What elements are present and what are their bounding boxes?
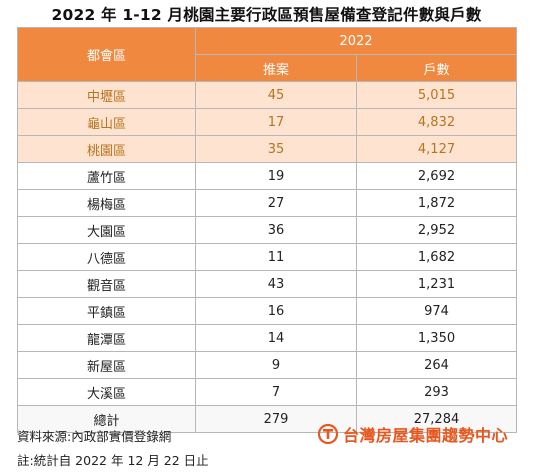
- units-header: 戶數: [356, 54, 517, 82]
- statistics-table: 都會區 2022 推案 戶數 中壢區 45 5,015 龜山區 17 4,832 桃園區 35…: [17, 27, 517, 433]
- page-title: 2022 年 1-12 月桃園主要行政區預售屋備查登記件數與戶數: [51, 6, 482, 24]
- units-cell: 264: [356, 351, 517, 379]
- units-cell: 1,872: [356, 189, 517, 217]
- brand-mark: 台灣房屋集團趨勢中心: [318, 422, 508, 446]
- table-row: 楊梅區 27 1,872: [17, 189, 517, 217]
- cases-cell: 9: [195, 351, 357, 379]
- district-cell: 龜山區: [17, 108, 196, 136]
- table-row: 大溪區 7 293: [17, 378, 517, 406]
- cases-cell: 27: [195, 189, 357, 217]
- table-row: 八德區 11 1,682: [17, 243, 517, 271]
- cases-cell: 7: [195, 378, 357, 406]
- units-cell: 2,692: [356, 162, 517, 190]
- cases-header: 推案: [195, 54, 357, 82]
- total-label-cell: 總計: [17, 405, 196, 433]
- district-cell: 龍潭區: [17, 324, 196, 352]
- cases-cell: 45: [195, 81, 357, 109]
- table-body: 中壢區 45 5,015 龜山區 17 4,832 桃園區 35 4,127 蘆竹區 19 2,692…: [17, 81, 517, 433]
- district-cell: 桃園區: [17, 135, 196, 163]
- district-cell: 中壢區: [17, 81, 196, 109]
- units-cell: 4,832: [356, 108, 517, 136]
- table-row: 大園區 36 2,952: [17, 216, 517, 244]
- table-row: 觀音區 43 1,231: [17, 270, 517, 298]
- district-cell: 蘆竹區: [17, 162, 196, 190]
- units-cell: 1,682: [356, 243, 517, 271]
- district-header: 都會區: [17, 27, 196, 82]
- table-row: 桃園區 35 4,127: [17, 135, 517, 163]
- district-cell: 楊梅區: [17, 189, 196, 217]
- table-row: 龍潭區 14 1,350: [17, 324, 517, 352]
- units-cell: 974: [356, 297, 517, 325]
- statistics-note: 註:統計自 2022 年 12 月 22 日止: [17, 453, 209, 468]
- units-cell: 5,015: [356, 81, 517, 109]
- units-cell: 4,127: [356, 135, 517, 163]
- year-header: 2022: [195, 27, 517, 55]
- cases-cell: 11: [195, 243, 357, 271]
- units-cell: 293: [356, 378, 517, 406]
- table-row: 平鎮區 16 974: [17, 297, 517, 325]
- cases-cell: 16: [195, 297, 357, 325]
- table-row: 蘆竹區 19 2,692: [17, 162, 517, 190]
- units-cell: 1,350: [356, 324, 517, 352]
- taiwan-realty-logo-icon: [318, 424, 338, 444]
- cases-cell: 19: [195, 162, 357, 190]
- district-cell: 八德區: [17, 243, 196, 271]
- brand-name: 台灣房屋集團趨勢中心: [343, 426, 509, 445]
- district-cell: 新屋區: [17, 351, 196, 379]
- table-row: 新屋區 9 264: [17, 351, 517, 379]
- cases-cell: 36: [195, 216, 357, 244]
- cases-cell: 35: [195, 135, 357, 163]
- cases-cell: 17: [195, 108, 357, 136]
- district-cell: 平鎮區: [17, 297, 196, 325]
- units-cell: 2,952: [356, 216, 517, 244]
- district-cell: 大溪區: [17, 378, 196, 406]
- cases-cell: 14: [195, 324, 357, 352]
- total-row: 總計 279 27,284: [17, 405, 517, 433]
- table-row: 龜山區 17 4,832: [17, 108, 517, 136]
- table-row: 中壢區 45 5,015: [17, 81, 517, 109]
- cases-cell: 43: [195, 270, 357, 298]
- district-cell: 大園區: [17, 216, 196, 244]
- district-cell: 觀音區: [17, 270, 196, 298]
- data-source: 資料來源:內政部實價登錄網: [17, 429, 172, 444]
- total-units-cell: 27,284: [356, 405, 517, 433]
- units-cell: 1,231: [356, 270, 517, 298]
